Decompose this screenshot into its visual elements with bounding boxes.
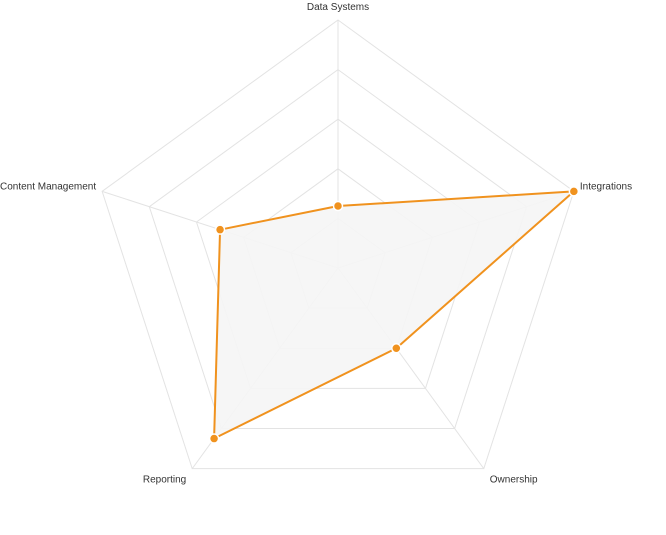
axis-label-3: Reporting bbox=[143, 475, 186, 486]
data-point-2[interactable] bbox=[391, 343, 402, 354]
axis-label-0: Data Systems bbox=[307, 2, 369, 13]
data-point-4[interactable] bbox=[214, 224, 226, 235]
series-area-0 bbox=[213, 190, 575, 440]
axis-label-1: Integrations bbox=[580, 181, 632, 192]
axis-label-4: Content Management bbox=[0, 181, 96, 192]
radar-series bbox=[208, 186, 580, 444]
grid-ring-4 bbox=[148, 68, 528, 430]
grid-ring-5 bbox=[101, 19, 575, 470]
data-point-0[interactable] bbox=[332, 200, 344, 212]
axis-labels: Data Systems Integrations Ownership Reporti… bbox=[0, 2, 632, 486]
axis-label-2: Ownership bbox=[490, 475, 538, 486]
data-point-1[interactable] bbox=[568, 186, 580, 197]
data-point-3[interactable] bbox=[208, 433, 220, 444]
